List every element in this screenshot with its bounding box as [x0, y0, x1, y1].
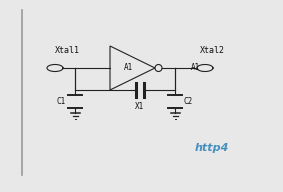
Text: A1: A1: [191, 63, 200, 71]
Text: C1: C1: [57, 98, 66, 107]
Text: X1: X1: [135, 102, 145, 111]
Text: Xtal1: Xtal1: [55, 46, 80, 55]
Text: http4: http4: [195, 143, 230, 153]
Text: C2: C2: [183, 98, 192, 107]
Text: Xtal2: Xtal2: [200, 46, 225, 55]
Text: A1: A1: [124, 63, 134, 71]
